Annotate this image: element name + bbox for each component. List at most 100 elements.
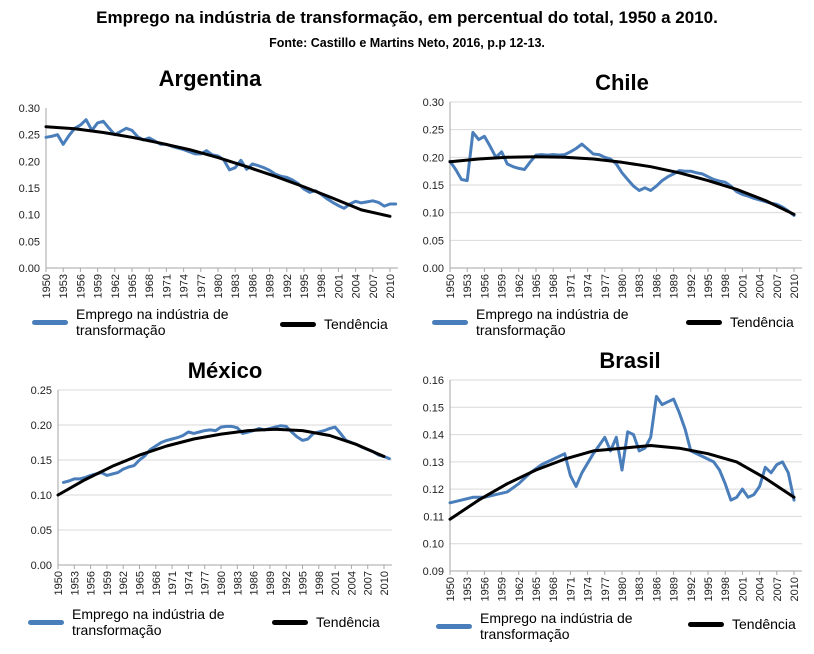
x-tick-label: 1965 <box>531 274 543 298</box>
trend-line <box>44 125 392 218</box>
legend-label-trend: Tendência <box>732 616 796 632</box>
trend-line <box>448 155 796 216</box>
y-tick-label: 0.11 <box>423 511 444 523</box>
x-tick-label: 1965 <box>127 274 139 298</box>
x-tick-label: 1989 <box>265 571 277 595</box>
x-tick-label: 1953 <box>462 274 474 298</box>
x-tick-label: 1971 <box>161 274 173 298</box>
x-tick-label: 1989 <box>265 274 277 298</box>
chart-title: Brasil <box>599 348 660 373</box>
x-tick-label: 2004 <box>755 274 767 298</box>
x-tick-label: 1953 <box>462 577 474 601</box>
legend-item-series: Emprego na indústria de transformação <box>28 606 272 638</box>
x-tick-label: 1974 <box>583 577 595 601</box>
y-tick-label: 0.15 <box>19 183 40 195</box>
legend-swatch-series <box>432 319 468 325</box>
x-tick-label: 1995 <box>299 274 311 298</box>
legend-swatch-trend <box>280 321 316 327</box>
x-tick-label: 1980 <box>216 571 228 595</box>
x-tick-label: 2010 <box>789 274 801 298</box>
y-tick-label: 0.25 <box>19 130 40 142</box>
chart-title: México <box>188 358 263 383</box>
x-tick-label: 2010 <box>385 274 397 298</box>
x-tick-label: 1995 <box>703 577 715 601</box>
x-tick-label: 1950 <box>445 577 457 601</box>
x-tick-label: 1980 <box>213 274 225 298</box>
legend-label-trend: Tendência <box>324 316 388 332</box>
x-tick-label: 2004 <box>755 577 767 601</box>
legend-swatch-series <box>28 619 64 625</box>
chart-chile-plot: Chile 0.00 0.05 0.10 0.15 0.20 0.25 0.30 1950 195… <box>423 70 802 298</box>
x-tick-label: 1992 <box>282 274 294 298</box>
x-tick-label: 1956 <box>75 274 87 298</box>
x-tick-label: 2001 <box>333 274 345 298</box>
x-tick-label: 1971 <box>167 571 179 595</box>
legend-item-trend: Tendência <box>688 616 796 632</box>
x-tick-label: 1992 <box>686 577 698 601</box>
x-tick-label: 1953 <box>58 274 70 298</box>
y-tick-label: 0.20 <box>19 156 40 168</box>
y-tick-label: 0.30 <box>19 103 40 115</box>
x-tick-label: 1962 <box>514 577 526 601</box>
x-tick-label: 1977 <box>196 274 208 298</box>
y-tick-label: 0.10 <box>423 208 444 220</box>
x-tick-label: 1989 <box>669 274 681 298</box>
x-tick-label: 1995 <box>703 274 715 298</box>
x-tick-label: 1950 <box>445 274 457 298</box>
y-tick-label: 0.05 <box>19 236 40 248</box>
y-tick-label: 0.00 <box>19 263 40 275</box>
legend-item-trend: Tendência <box>686 314 794 330</box>
figure-source: Fonte: Castillo e Martins Neto, 2016, p.… <box>269 36 545 50</box>
y-tick-label: 0.25 <box>423 125 444 137</box>
legend-swatch-series <box>32 319 68 325</box>
y-tick-label: 0.00 <box>31 560 52 572</box>
y-tick-label: 0.25 <box>31 385 52 397</box>
x-tick-label: 2010 <box>379 571 391 595</box>
x-tick-label: 1980 <box>617 577 629 601</box>
x-tick-label: 1968 <box>548 577 560 601</box>
y-tick-label: 0.20 <box>31 420 52 432</box>
x-tick-label: 1998 <box>316 274 328 298</box>
x-tick-label: 2004 <box>351 274 363 298</box>
legend-swatch-trend <box>272 619 308 625</box>
legend-item-trend: Tendência <box>272 614 380 630</box>
x-tick-label: 1992 <box>686 274 698 298</box>
y-tick-label: 0.00 <box>423 263 444 275</box>
x-tick-label: 1986 <box>651 577 663 601</box>
y-tick-label: 0.10 <box>31 490 52 502</box>
y-tick-label: 0.16 <box>423 375 444 387</box>
y-tick-label: 0.30 <box>423 97 444 109</box>
x-tick-label: 1959 <box>93 274 105 298</box>
legend-swatch-trend <box>688 621 724 627</box>
x-tick-label: 2001 <box>737 577 749 601</box>
x-tick-label: 1965 <box>531 577 543 601</box>
legend-swatch-series <box>436 623 472 629</box>
legend-label-series: Emprego na indústria de transformação <box>476 306 629 338</box>
legend-item-series: Emprego na indústria de transformação <box>432 306 676 338</box>
x-tick-label: 2001 <box>330 571 342 595</box>
x-tick-label: 2001 <box>737 274 749 298</box>
x-tick-label: 1974 <box>183 571 195 595</box>
chart-title: Chile <box>595 70 649 95</box>
legend-item-series: Emprego na indústria de transformação <box>436 610 680 642</box>
legend-label-series: Emprego na indústria de transformação <box>480 610 633 642</box>
series-line <box>448 394 796 505</box>
x-tick-label: 2007 <box>772 577 784 601</box>
chart-brasil: Brasil 0.09 0.10 0.11 0.12 0.13 0.14 0.15 0.16 19… <box>404 348 814 652</box>
legend-label-trend: Tendência <box>730 314 794 330</box>
y-tick-label: 0.14 <box>423 430 444 442</box>
x-tick-label: 1998 <box>314 571 326 595</box>
y-tick-label: 0.12 <box>423 484 444 496</box>
x-tick-label: 1983 <box>230 274 242 298</box>
legend-item-series: Emprego na indústria de transformação <box>32 306 276 338</box>
x-tick-label: 1974 <box>179 274 191 298</box>
x-tick-label: 2010 <box>789 577 801 601</box>
x-tick-label: 1953 <box>69 571 81 595</box>
series-line <box>448 130 796 217</box>
chart-title: Argentina <box>159 66 262 91</box>
x-tick-label: 1977 <box>600 274 612 298</box>
chart-chile: Chile 0.00 0.05 0.10 0.15 0.20 0.25 0.30 1950 195… <box>404 60 814 350</box>
y-tick-label: 0.20 <box>423 152 444 164</box>
x-tick-label: 2007 <box>368 274 380 298</box>
x-tick-label: 1962 <box>118 571 130 595</box>
